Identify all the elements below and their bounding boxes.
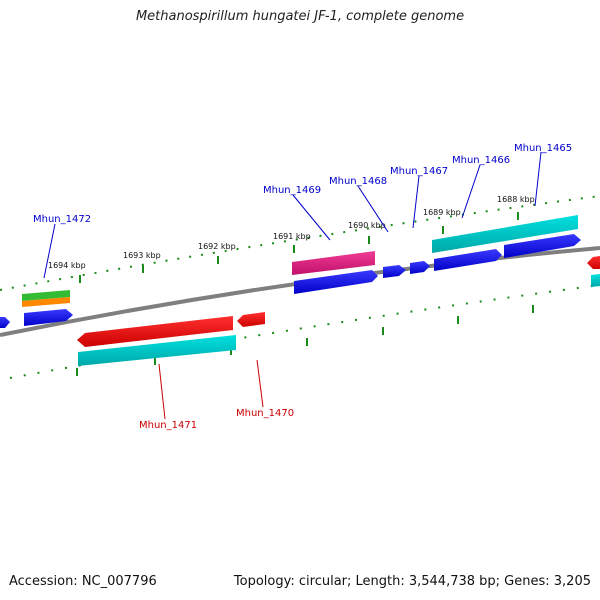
leader-line [534,151,542,207]
genome-summary-text: Topology: circular; Length: 3,544,738 bp… [233,574,591,589]
gene-feature-cyan[interactable] [432,215,578,253]
gene-label[interactable]: Mhun_1466 [452,155,510,166]
scale-label: 1689 kbp [423,208,461,217]
scale-label: 1693 kbp [123,251,161,260]
gene-arrow-blue[interactable] [294,270,378,294]
gene-arrow-blue[interactable] [0,317,10,328]
gene-feature-orange[interactable] [22,297,70,307]
gene-feature-cyan[interactable] [591,274,600,287]
leader-line [461,164,481,219]
gene-arrow-red[interactable] [587,256,600,269]
gene-arrow-blue[interactable] [383,265,406,278]
gene-arrow-red[interactable] [77,316,233,347]
gene-label[interactable]: Mhun_1471 [139,420,197,431]
scale-track-outer [0,195,600,291]
leader-line [357,185,389,233]
page-title: Methanospirillum hungatei JF-1, complete… [135,9,465,24]
gene-label[interactable]: Mhun_1469 [263,185,321,196]
leader-line [292,194,331,241]
scale-label: 1691 kbp [273,232,311,241]
leader-line [158,363,166,420]
major-ticks-inner [76,305,534,376]
leader-line [43,223,56,279]
gene-arrow-blue[interactable] [410,261,430,274]
gene-arrow-blue[interactable] [24,309,73,326]
scale-label: 1690 kbp [348,221,386,230]
major-ticks-outer [79,212,519,283]
gene-arrow-blue[interactable] [504,234,581,258]
gene-feature-cyan[interactable] [78,335,236,366]
scale-label: 1694 kbp [48,261,86,270]
leader-line [412,175,420,229]
gene-feature-pink[interactable] [292,251,375,275]
gene-arrow-red[interactable] [237,312,265,327]
gene-label[interactable]: Mhun_1465 [514,143,572,154]
gene-label[interactable]: Mhun_1472 [33,214,91,225]
scale-label: 1688 kbp [497,195,535,204]
gene-label[interactable]: Mhun_1468 [329,176,387,187]
gene-label[interactable]: Mhun_1470 [236,408,294,419]
scale-label: 1692 kbp [198,242,236,251]
gene-arrow-blue[interactable] [434,249,502,271]
gene-label[interactable]: Mhun_1467 [390,166,448,177]
leader-line [256,359,264,408]
accession-text: Accession: NC_007796 [9,574,157,589]
gene-feature-green[interactable] [22,290,70,301]
